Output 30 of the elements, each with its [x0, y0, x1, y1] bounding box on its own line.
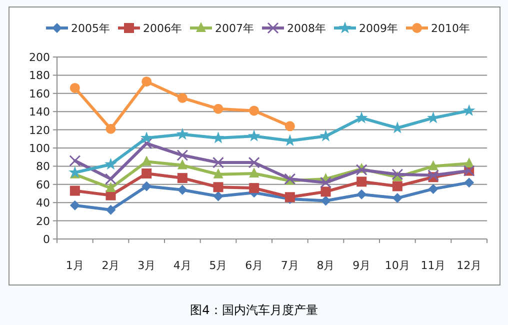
x-tick-label: 2月 — [102, 259, 120, 272]
y-tick-label: 40 — [36, 196, 50, 210]
legend-label: 2006年 — [143, 22, 182, 35]
legend-label: 2007年 — [215, 22, 254, 35]
legend-label: 2009年 — [359, 22, 398, 35]
y-tick-label: 180 — [29, 69, 50, 82]
y-tick-label: 140 — [29, 106, 50, 119]
legend-label: 2005年 — [71, 22, 110, 35]
text: 图4：国内汽车月度产量 — [190, 303, 318, 317]
x-tick-label: 11月 — [420, 259, 446, 272]
y-tick-label: 200 — [29, 51, 50, 64]
legend-label: 2010年 — [431, 22, 470, 35]
x-tick-label: 3月 — [138, 259, 156, 272]
y-tick-label: 100 — [29, 142, 50, 155]
x-tick-label: 8月 — [316, 259, 335, 272]
x-tick-label: 7月 — [280, 259, 299, 272]
x-tick-label: 5月 — [209, 259, 228, 272]
y-tick-label: 60 — [36, 178, 50, 192]
legend-label: 2008年 — [287, 22, 326, 35]
x-tick-label: 4月 — [173, 259, 192, 272]
y-tick-label: 120 — [29, 124, 50, 137]
y-tick-label: 20 — [36, 214, 50, 228]
x-tick-label: 10月 — [384, 259, 410, 272]
x-tick-label: 12月 — [456, 259, 482, 272]
x-tick-label: 9月 — [352, 259, 371, 272]
x-tick-label: 6月 — [245, 259, 264, 272]
y-tick-label: 80 — [36, 160, 50, 174]
y-tick-label: 160 — [29, 87, 50, 100]
x-tick-label: 1月 — [66, 259, 84, 272]
y-tick-label: 0 — [43, 233, 50, 246]
